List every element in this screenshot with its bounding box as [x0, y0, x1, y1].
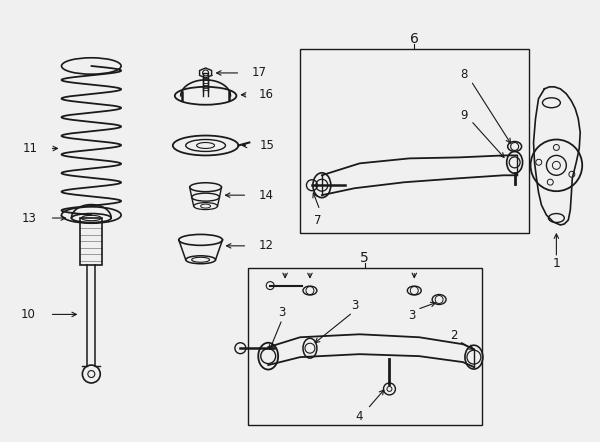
- Text: 17: 17: [251, 66, 266, 80]
- Text: 9: 9: [460, 109, 468, 122]
- Text: 12: 12: [258, 239, 273, 252]
- Text: 13: 13: [21, 212, 36, 225]
- Bar: [248, 268, 482, 425]
- Text: 10: 10: [20, 308, 35, 321]
- Bar: [300, 49, 529, 233]
- Text: 6: 6: [410, 32, 419, 46]
- Text: 3: 3: [278, 306, 286, 319]
- Text: 11: 11: [22, 142, 37, 155]
- Text: 8: 8: [460, 69, 467, 81]
- Text: 16: 16: [258, 88, 273, 101]
- Text: 7: 7: [314, 213, 322, 226]
- Text: 3: 3: [351, 299, 358, 312]
- Text: 14: 14: [258, 189, 273, 202]
- Text: 2: 2: [450, 329, 458, 342]
- Text: 4: 4: [356, 410, 364, 423]
- Text: 5: 5: [360, 251, 369, 265]
- Bar: [80, 218, 102, 265]
- Text: 1: 1: [553, 257, 560, 270]
- Text: 15: 15: [259, 139, 274, 152]
- Text: 3: 3: [409, 309, 416, 322]
